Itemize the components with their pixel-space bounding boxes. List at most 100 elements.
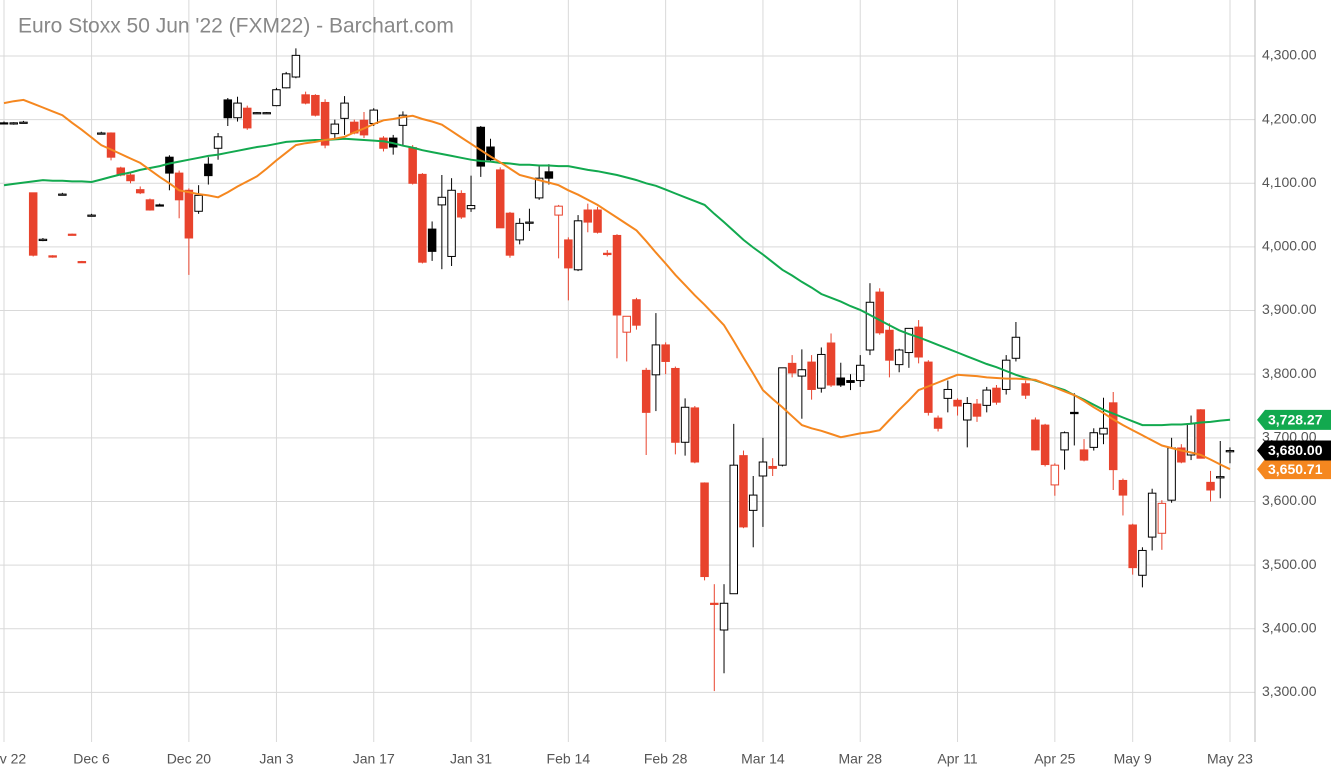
y-tick-label: 3,600.00 xyxy=(1262,492,1317,508)
candle-body xyxy=(87,214,96,217)
candle-body xyxy=(641,369,651,413)
x-tick-label: Mar 28 xyxy=(838,751,882,767)
chart-title: Euro Stoxx 50 Jun '22 (FXM22) - Barchart… xyxy=(18,15,454,38)
x-tick-label: Jan 31 xyxy=(450,751,492,767)
candle-body xyxy=(1050,464,1060,486)
y-tick-label: 4,300.00 xyxy=(1262,47,1317,63)
candle-body xyxy=(904,327,914,354)
grid-layer xyxy=(0,0,1255,742)
candle-body xyxy=(1225,450,1235,453)
candle-body xyxy=(651,344,661,376)
candle-body xyxy=(787,362,797,374)
candle-body xyxy=(58,193,67,196)
candle-body xyxy=(340,102,349,119)
candle-body xyxy=(505,212,515,256)
candle-body xyxy=(933,417,943,429)
candle-body xyxy=(632,299,641,326)
x-tick-label: Apr 25 xyxy=(1034,751,1075,767)
candle-body xyxy=(554,205,563,216)
candle-body xyxy=(700,482,709,578)
candle-body xyxy=(894,349,904,366)
x-tick-label: May 9 xyxy=(1114,751,1152,767)
y-tick-label: 3,700.00 xyxy=(1262,429,1317,445)
x-tick-label: Feb 28 xyxy=(644,751,688,767)
candle-body xyxy=(437,196,447,206)
y-tick-label: 3,900.00 xyxy=(1262,301,1317,317)
candle-body xyxy=(1216,476,1225,479)
x-tick-label: Mar 14 xyxy=(741,751,785,767)
candle-body xyxy=(748,494,758,511)
candle-body xyxy=(768,465,777,469)
moving-average-line xyxy=(3,98,1231,471)
candle-body xyxy=(194,194,203,212)
candle-body xyxy=(291,54,301,78)
candle-body xyxy=(145,199,155,211)
candle-body xyxy=(233,102,242,119)
x-tick-label: May 23 xyxy=(1207,751,1253,767)
candle-body xyxy=(97,132,106,135)
candle-body xyxy=(301,94,310,104)
candle-body xyxy=(719,602,729,631)
candle-body xyxy=(106,132,116,158)
moving-average-line xyxy=(3,137,1231,427)
candle-body xyxy=(9,122,18,125)
candle-body xyxy=(729,464,738,595)
candle-body xyxy=(174,172,184,201)
series-end-label: 3,728.27 xyxy=(1268,412,1323,428)
candle-body xyxy=(593,209,602,233)
candle-body xyxy=(272,89,281,107)
x-tick-label: Dec 6 xyxy=(73,751,110,767)
candle-body xyxy=(573,220,583,271)
candle-body xyxy=(739,455,748,528)
candle-body xyxy=(262,112,271,115)
candle-body xyxy=(1021,383,1030,396)
candle-body xyxy=(534,177,544,199)
marks-layer xyxy=(0,48,1235,692)
candle-body xyxy=(252,112,262,115)
candle-body xyxy=(710,602,719,605)
candle-body xyxy=(243,107,252,129)
candle-body xyxy=(525,221,534,224)
candle-body xyxy=(943,388,953,399)
candle-body xyxy=(817,353,826,389)
candle-body xyxy=(1138,549,1147,576)
series-end-label: 3,650.71 xyxy=(1268,461,1323,477)
series-end-label-box xyxy=(1257,409,1331,430)
x-tick-label: Jan 3 xyxy=(259,751,293,767)
candle-body xyxy=(1186,423,1196,456)
candle-body xyxy=(690,407,700,463)
candle-body xyxy=(564,239,573,269)
candle-body xyxy=(544,171,554,179)
candle-body xyxy=(1089,432,1099,448)
candle-body xyxy=(38,238,48,242)
candle-body xyxy=(1079,449,1089,461)
candle-body xyxy=(914,326,923,358)
candle-body xyxy=(661,344,670,362)
last-price-label: 3,680.00 xyxy=(1268,442,1323,458)
candle-body xyxy=(1070,411,1079,415)
candle-body xyxy=(875,291,884,334)
candle-body xyxy=(457,192,466,218)
series-end-label-box xyxy=(1257,459,1331,480)
candle-body xyxy=(1147,492,1157,538)
candle-body xyxy=(1128,524,1137,569)
candle-body xyxy=(213,136,223,149)
y-tick-label: 3,300.00 xyxy=(1262,683,1317,699)
candle-body xyxy=(48,255,57,258)
candle-body xyxy=(28,192,38,256)
candle-body xyxy=(1167,447,1176,501)
x-tick-label: Feb 14 xyxy=(547,751,591,767)
y-tick-label: 4,100.00 xyxy=(1262,174,1317,190)
candle-body xyxy=(0,122,9,125)
y-tick-label: 3,500.00 xyxy=(1262,556,1317,572)
candle-body xyxy=(1177,447,1186,463)
candle-body xyxy=(184,189,194,239)
candle-body xyxy=(797,369,807,377)
candle-body xyxy=(418,173,427,263)
candle-body xyxy=(447,189,456,257)
candle-body xyxy=(992,387,1001,403)
candle-body xyxy=(223,99,233,119)
candle-body xyxy=(1011,336,1021,359)
candle-body xyxy=(778,367,787,466)
